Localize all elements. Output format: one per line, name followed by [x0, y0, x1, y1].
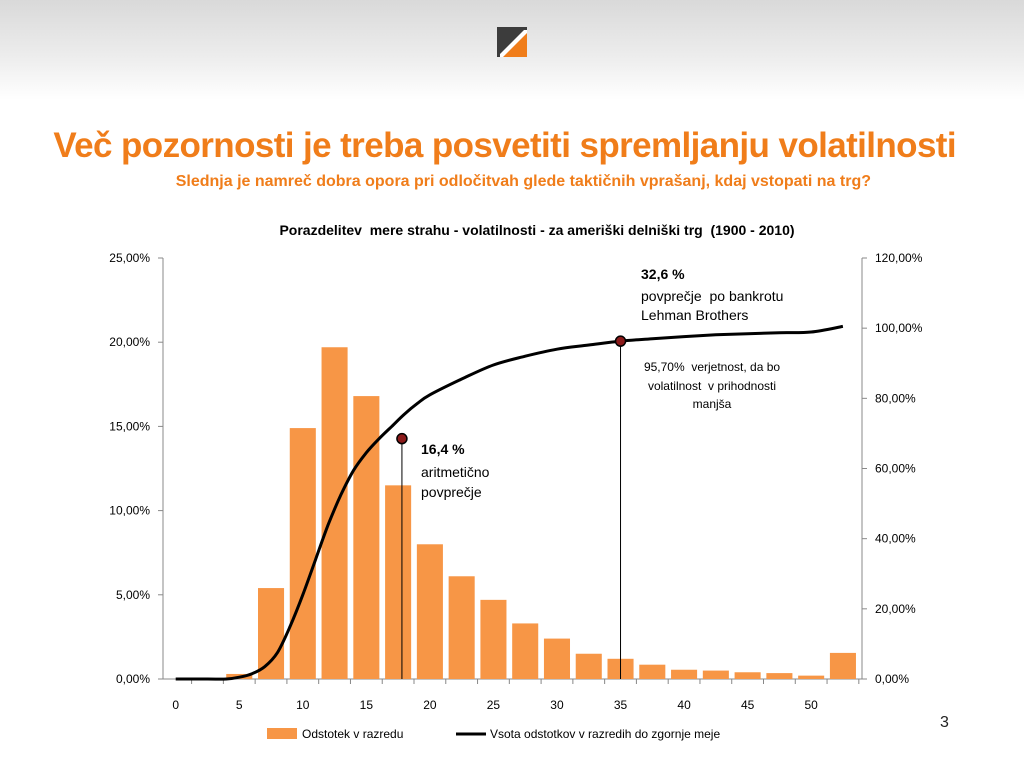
legend-label-bars: Odstotek v razredu [302, 727, 403, 741]
bar [512, 623, 539, 679]
bar [766, 673, 793, 679]
bar [575, 653, 602, 679]
annotation-lehman-line1: povprečje po bankrotu [641, 288, 783, 304]
right-axis-tick-label: 60,00% [875, 462, 916, 476]
annotation-probability-line1: 95,70% verjetnost, da bo [644, 360, 780, 374]
bar [353, 396, 380, 679]
x-axis-tick-label: 0 [172, 698, 179, 712]
right-axis-tick-label: 120,00% [875, 251, 923, 265]
left-axis-tick-label: 15,00% [109, 419, 150, 433]
bar [798, 675, 825, 679]
bar [829, 652, 856, 679]
x-axis-tick-label: 50 [804, 698, 818, 712]
right-axis-tick-label: 0,00% [875, 672, 909, 686]
x-axis-tick-label: 30 [550, 698, 564, 712]
x-axis-tick-label: 10 [296, 698, 310, 712]
left-axis-tick-label: 5,00% [116, 588, 150, 602]
bar [321, 347, 348, 679]
right-axis-tick-label: 40,00% [875, 532, 916, 546]
marker-lines [401, 341, 622, 679]
cumulative-line [175, 324, 844, 681]
right-axis-tick-label: 20,00% [875, 602, 916, 616]
page-number: 3 [940, 714, 949, 731]
left-axis-tick-label: 0,00% [116, 672, 150, 686]
bar [416, 544, 443, 679]
x-axis-tick-label: 5 [236, 698, 243, 712]
x-axis-tick-label: 45 [741, 698, 755, 712]
chart-axes: 0,00% 5,00% 10,00% 15,00% 20,00% 25,00% 0,00% 2… [109, 251, 922, 712]
x-axis-tick-label: 20 [423, 698, 437, 712]
chart-legend: Odstotek v razredu Vsota odstotkov v raz… [267, 727, 720, 741]
right-axis-tick-label: 100,00% [875, 321, 923, 335]
cumulative-line-series [175, 324, 844, 681]
bar [385, 485, 412, 679]
x-axis-tick-label: 40 [677, 698, 691, 712]
line-markers [396, 335, 627, 445]
bar [448, 576, 475, 679]
bar [639, 664, 666, 679]
bar [480, 599, 507, 679]
bar [543, 638, 571, 679]
left-axis-tick-label: 20,00% [109, 335, 150, 349]
bar-series [226, 347, 856, 679]
left-axis-tick-label: 25,00% [109, 251, 150, 265]
right-axis-tick-label: 80,00% [875, 391, 916, 405]
legend-swatch-bars [267, 728, 297, 739]
slide-title: Več pozornosti je treba posvetiti spreml… [53, 126, 956, 165]
x-axis-tick-label: 25 [487, 698, 501, 712]
bar [671, 669, 698, 679]
legend-label-line: Vsota odstotkov v razredih do zgornje me… [490, 727, 720, 741]
company-logo-icon [497, 27, 527, 57]
annotation-mean-value: 16,4 % [421, 441, 465, 457]
line-marker-dot [614, 335, 627, 347]
line-marker-dot [396, 432, 408, 445]
chart-title: Porazdelitev mere strahu - volatilnosti … [279, 222, 794, 238]
annotation-mean-line2: povprečje [421, 484, 482, 500]
annotation-mean-line1: aritmetično [421, 464, 490, 480]
annotation-lehman-value: 32,6 % [641, 266, 685, 282]
bar [289, 428, 316, 679]
x-axis-tick-label: 35 [614, 698, 628, 712]
slide-subtitle: Slednja je namreč dobra opora pri odloči… [175, 173, 871, 190]
left-axis-tick-label: 10,00% [109, 504, 150, 518]
bar [258, 588, 285, 679]
bar [734, 672, 761, 679]
annotation-probability-line3: manjša [693, 397, 732, 411]
annotation-lehman-line2: Lehman Brothers [641, 307, 748, 323]
x-axis-tick-label: 15 [360, 698, 374, 712]
bar [702, 670, 729, 679]
annotation-probability-line2: volatilnost v prihodnosti [648, 379, 776, 393]
